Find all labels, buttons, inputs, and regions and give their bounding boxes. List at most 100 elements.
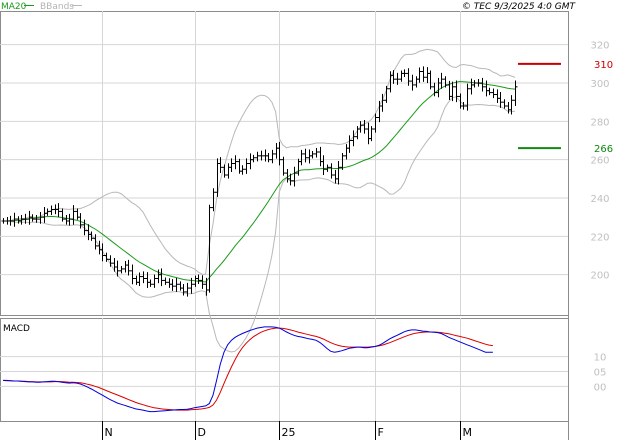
- ohlc-bar: [244, 158, 249, 174]
- price-panel-frame: [0, 11, 569, 316]
- ohlc-bar: [104, 252, 109, 262]
- ohlc-bar: [428, 70, 433, 90]
- x-tick-label: M: [463, 426, 473, 439]
- ohlc-bar: [64, 215, 69, 225]
- ohlc-bar: [454, 80, 459, 103]
- ohlc-bar: [45, 208, 50, 216]
- ohlc-bar: [299, 149, 304, 166]
- ohlc-bar: [476, 78, 481, 87]
- x-tick-label: 25: [282, 426, 296, 439]
- lower-band: [3, 96, 516, 353]
- ohlc-bar: [159, 268, 164, 287]
- x-tick-label: D: [198, 426, 206, 439]
- ohlc-bar: [148, 279, 153, 287]
- ohlc-bar: [318, 146, 323, 167]
- ohlc-bar: [384, 85, 389, 103]
- resistance-level-label: 310: [594, 60, 613, 71]
- macd-y-axis: 00 05 10: [594, 353, 607, 394]
- ohlc-bar: [344, 144, 349, 160]
- ohlc-bar: [196, 274, 201, 285]
- ohlc-bar: [229, 158, 234, 172]
- price-y-tick-label: 260: [590, 156, 609, 167]
- ohlc-bar: [266, 152, 271, 163]
- ohlc-bar: [19, 215, 24, 225]
- ohlc-bar: [495, 89, 500, 103]
- ohlc-bar: [277, 141, 282, 166]
- macd-line: [3, 326, 493, 413]
- ohlc-bar: [49, 205, 54, 216]
- ohlc-bar: [119, 266, 124, 274]
- ohlc-bar: [362, 119, 367, 134]
- ohlc-bar: [480, 77, 485, 92]
- ohlc-bar: [281, 156, 286, 176]
- macd-title: MACD: [3, 324, 30, 334]
- ohlc-bar: [259, 150, 264, 161]
- ohlc-bar: [56, 203, 61, 218]
- ohlc-bar: [93, 234, 98, 250]
- ohlc-bar: [178, 281, 183, 291]
- ohlc-bar: [207, 204, 212, 293]
- ohlc-bar: [86, 224, 91, 241]
- ohlc-bar: [8, 215, 13, 226]
- ohlc-bar: [358, 121, 363, 133]
- ohlc-bar: [240, 165, 245, 175]
- ohlc-bar: [89, 231, 94, 241]
- ohlc-bar: [414, 76, 419, 88]
- ma20-line: [3, 80, 516, 283]
- ohlc-bar: [410, 74, 415, 91]
- ohlc-bar: [373, 113, 378, 133]
- ohlc-bar: [274, 142, 279, 159]
- ohlc-bar: [115, 260, 120, 277]
- ohlc-bar: [60, 208, 65, 222]
- ohlc-bar: [255, 151, 260, 162]
- macd-lines: [2, 326, 493, 413]
- ohlc-bar: [134, 275, 139, 285]
- ohlc-bar: [336, 161, 341, 185]
- ohlc-bar: [513, 80, 518, 106]
- ohlc-bar: [310, 151, 315, 159]
- ohlc-bar: [391, 70, 396, 84]
- ohlc-bar: [71, 205, 76, 225]
- ohlc-bar: [174, 277, 179, 292]
- ohlc-bar: [439, 72, 444, 89]
- bbands-legend-label: BBands: [40, 2, 74, 12]
- ohlc-bar: [340, 152, 345, 170]
- signal-line: [2, 327, 493, 411]
- macd-y-tick-label: 05: [594, 367, 607, 378]
- ohlc-bar: [314, 147, 319, 158]
- ohlc-bar: [130, 264, 135, 285]
- ohlc-bar: [303, 148, 308, 163]
- ohlc-bar: [78, 213, 83, 229]
- ohlc-bars: [1, 66, 518, 297]
- price-y-tick-label: 240: [590, 194, 609, 205]
- ohlc-bar: [325, 164, 330, 172]
- price-y-tick-label: 300: [590, 79, 609, 90]
- ohlc-bar: [472, 80, 477, 88]
- ohlc-bar: [163, 277, 168, 285]
- ohlc-bar: [38, 211, 43, 224]
- ohlc-bar: [170, 279, 175, 291]
- ohlc-bar: [366, 122, 371, 145]
- price-y-axis: 200 220 240 260 280 300 320: [590, 41, 609, 282]
- ohlc-bar: [204, 277, 209, 296]
- ohlc-bar: [417, 67, 422, 83]
- ohlc-bar: [443, 76, 448, 88]
- ohlc-bar: [211, 188, 216, 212]
- support-level-label: 266: [594, 144, 613, 155]
- ohlc-bar: [75, 208, 80, 220]
- ohlc-bar: [395, 72, 400, 85]
- ohlc-bar: [126, 259, 131, 276]
- price-y-tick-label: 220: [590, 232, 609, 243]
- x-axis: N D 25 F M: [102, 421, 473, 440]
- ma20-path: [3, 80, 516, 283]
- upper-band: [3, 48, 516, 275]
- ma20-legend-label: MA20: [1, 2, 27, 12]
- ohlc-bar: [251, 154, 256, 163]
- x-tick-label: N: [105, 426, 113, 439]
- ohlc-bar: [200, 275, 205, 289]
- ohlc-bar: [82, 219, 87, 236]
- ohlc-bar: [502, 99, 507, 109]
- ohlc-bar: [167, 278, 172, 288]
- ohlc-bar: [465, 83, 470, 111]
